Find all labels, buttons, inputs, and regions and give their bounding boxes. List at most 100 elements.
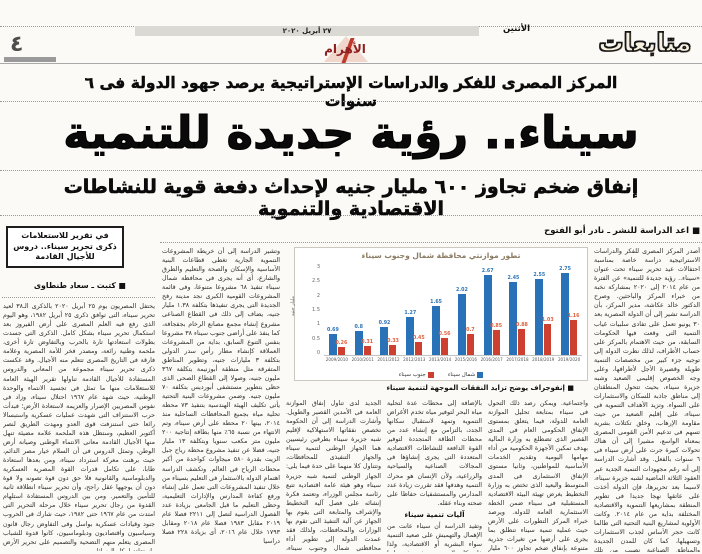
bar-north-sinai: 0.8 <box>354 325 363 355</box>
bar-south-sinai: 0.45 <box>413 336 425 355</box>
sidebar-rule <box>2 297 155 298</box>
bar-group: 1.65 0.56 <box>427 265 453 355</box>
bar-value-label: 0.26 <box>335 341 348 347</box>
chart-plot: 0.69 0.26 0.8 0.31 0.92 0.33 1.27 0.45 1.65 0.56 2… <box>324 265 582 362</box>
bar-north-sinai: 2.67 <box>482 269 494 355</box>
issue-date: ٢٧ أبريل ٢٠٢٠ <box>282 27 332 35</box>
article-column-left: وتشير الدراسة إلى أن خريطة المشروعات الت… <box>162 248 280 545</box>
bar-value-label: 2.67 <box>481 268 494 274</box>
date-strip: ٢٧ أبريل ٢٠٢٠ <box>135 26 479 36</box>
article-column-bottom-left: الجديد لدى تناول إنفاق الموازنة العامة ف… <box>286 400 381 552</box>
chart-legend: شمال سيناء جنوب سيناء <box>295 372 587 378</box>
bar-group: 2.02 0.7 <box>453 265 479 355</box>
bar-north-sinai: 2.55 <box>533 273 545 355</box>
bar-north-sinai: 0.69 <box>327 328 339 355</box>
legend-swatch-icon <box>477 372 484 378</box>
x-tick-label: 2016/2017 <box>480 357 503 362</box>
y-tick-label: 1.5 <box>312 306 320 313</box>
bar-value-label: 0.85 <box>490 323 503 329</box>
bar-north-sinai: 1.27 <box>404 311 416 355</box>
bar-south-sinai: 1.03 <box>542 318 554 355</box>
budget-chart: تطور موازنتي محافظة شمال وجنوب سيناء ملي… <box>290 247 588 381</box>
section-logo: متابعات <box>598 27 692 57</box>
chart-bars: 0.69 0.26 0.8 0.31 0.92 0.33 1.27 0.45 1.65 0.56 2… <box>324 265 582 356</box>
bar-value-label: 2.55 <box>533 272 546 278</box>
sidebar-body: يحتفل المصريون يوم ٢٥ أبريل ٢٠٢٠ بالذكرى… <box>3 303 155 551</box>
bar-group: 2.55 1.03 <box>530 265 556 355</box>
bar-value-label: 1.03 <box>541 318 554 324</box>
legend-swatch-icon <box>427 372 434 378</box>
header-bottom-rule <box>0 63 702 64</box>
weekday-label: الأثنين <box>503 24 531 34</box>
x-tick-label: 2017/2018 <box>506 357 529 362</box>
bar-value-label: 2.45 <box>507 275 520 281</box>
newspaper-name: الأهرام <box>324 42 366 56</box>
sidebar-byline: ■ كتبت ـ سعاد طنطاوى <box>33 281 126 290</box>
bar-south-sinai: 0.31 <box>361 340 373 355</box>
sidebar-kicker: في تقرير للاستعلامات <box>21 231 109 240</box>
rule-under-byline <box>160 242 702 243</box>
bar-group: 0.8 0.31 <box>350 265 376 355</box>
rule-under-headline <box>0 170 702 171</box>
y-tick-label: 2.5 <box>312 278 320 285</box>
chart-caption: ■ إنفوجراف يوضح تزايد النفقات الموجهة لت… <box>386 384 574 392</box>
article-column-bottom-middle: بالإضافة إلى محطات عدة لتحلية مياه البحر… <box>387 399 482 552</box>
rule-under-subheadline <box>0 215 702 216</box>
y-tick-label: 0 <box>316 349 320 356</box>
bar-north-sinai: 2.45 <box>508 276 519 355</box>
x-tick-label: 2012/2013 <box>403 357 426 362</box>
bar-group: 0.69 0.26 <box>324 265 350 355</box>
column-text-after-subhead: وتفيد الدراسة أن سيناء عانت من الإهمال و… <box>387 523 482 552</box>
sidebar-kicker-box: في تقرير للاستعلامات ذكرى تحرير سيناء.. … <box>6 226 124 268</box>
bar-south-sinai: 0.88 <box>516 323 528 355</box>
bar-value-label: 0.7 <box>466 328 475 333</box>
y-tick-label: 3 <box>316 264 320 270</box>
newspaper-logo: الأهرام <box>316 36 374 63</box>
legend-item: شمال سيناء <box>447 372 484 378</box>
bar-group: 2.45 0.88 <box>505 265 531 355</box>
bar-value-label: 1.65 <box>430 299 442 305</box>
inline-subhead: آليات تنمية سيناء <box>404 509 465 519</box>
bar-south-sinai: 1.16 <box>568 314 579 355</box>
bar-value-label: 0.88 <box>516 322 528 328</box>
bar-north-sinai: 2.75 <box>559 267 571 355</box>
bar-south-sinai: 0.7 <box>466 328 475 355</box>
chart-y-axis-label: مليار جنيه <box>290 295 297 317</box>
x-tick-label: 2009/2010 <box>325 357 348 362</box>
bar-group: 2.75 1.16 <box>556 265 582 355</box>
bar-value-label: 0.45 <box>412 335 425 341</box>
bar-value-label: 0.56 <box>438 332 451 338</box>
chart-y-axis-ticks: 3 2.5 2 1.5 1 0.5 0 <box>309 264 320 356</box>
chart-title: تطور موازنتي محافظة شمال وجنوب سيناء <box>361 251 521 260</box>
bar-value-label: 1.16 <box>567 314 580 320</box>
bar-value-label: 0.69 <box>326 328 339 334</box>
main-byline: ■ اعد الدراسة للنشر ـ نادر أبو الفتوح <box>544 226 700 236</box>
x-tick-label: 2019/2020 <box>557 357 581 362</box>
bar-south-sinai: 0.85 <box>490 324 502 355</box>
y-tick-label: 2 <box>316 292 320 299</box>
bar-south-sinai: 0.26 <box>335 341 347 355</box>
main-headline: سيناء.. رؤية جديدة للتنمية <box>63 105 640 159</box>
bar-south-sinai: 0.33 <box>387 339 399 355</box>
bar-group: 1.27 0.45 <box>401 265 427 355</box>
bar-group: 0.92 0.33 <box>376 265 402 355</box>
rule-under-strapline <box>0 101 702 102</box>
x-tick-label: 2018/2019 <box>532 357 555 362</box>
page-number-bar <box>4 57 56 62</box>
chart-x-axis-ticks: 2009/2010 2010/2011 2011/2012 2012/2013 2013… <box>324 357 582 362</box>
x-tick-label: 2013/2014 <box>428 357 452 362</box>
sidebar-title: ذكرى تحرير سيناء.. دروس للأجيال القادمة <box>13 242 117 262</box>
x-tick-label: 2010/2011 <box>351 357 374 362</box>
y-tick-label: 1 <box>316 321 320 328</box>
bar-value-label: 0.31 <box>361 339 374 345</box>
article-column-right: أصدر المركز المصرى للفكر والدراسات الاست… <box>594 248 700 552</box>
legend-label: جنوب سيناء <box>398 372 426 378</box>
bar-north-sinai: 2.02 <box>456 288 468 355</box>
bar-value-label: 0.92 <box>378 321 391 327</box>
legend-label: شمال سيناء <box>447 372 476 378</box>
bar-north-sinai: 1.65 <box>430 300 442 355</box>
x-tick-label: 2015/2016 <box>454 357 477 362</box>
column-text-before-subhead: بالإضافة إلى محطات عدة لتحلية مياه البحر… <box>387 400 482 507</box>
bar-value-label: 2.75 <box>559 266 571 272</box>
bar-value-label: 2.02 <box>455 288 468 294</box>
